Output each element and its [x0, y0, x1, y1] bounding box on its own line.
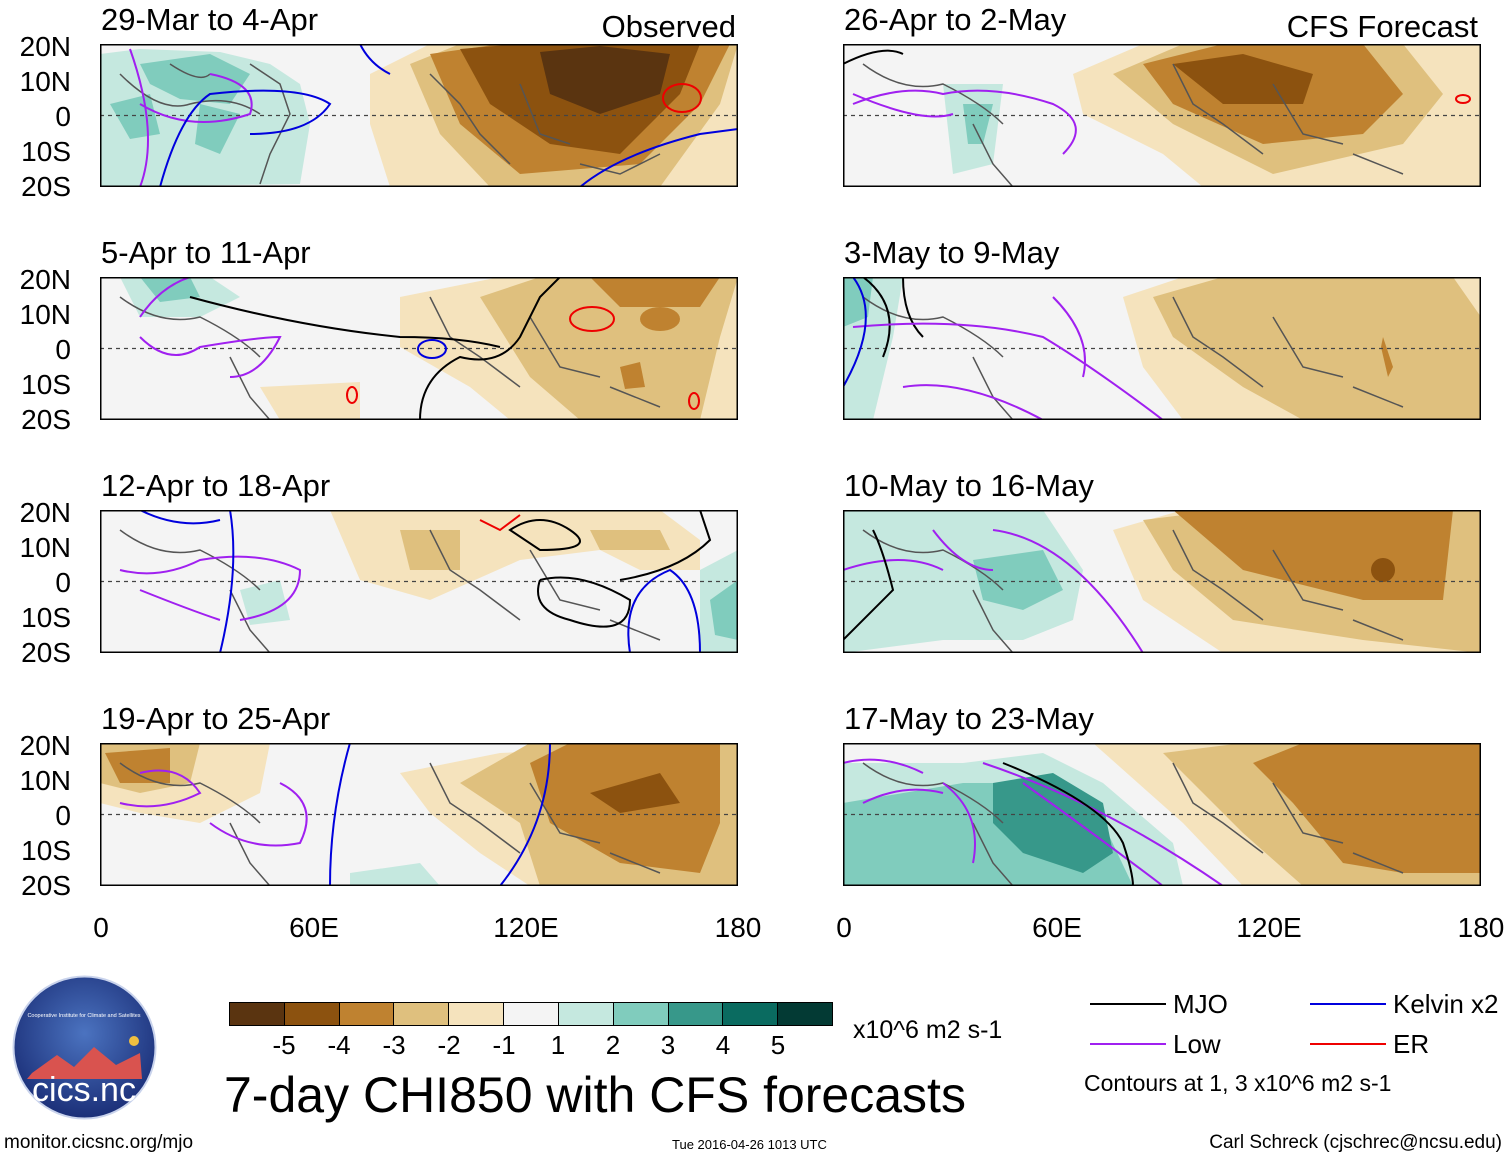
colorbar-swatch: [558, 1003, 614, 1025]
lat-label: 20N: [19, 730, 71, 761]
map-panel-left-1: [100, 44, 738, 187]
lat-label: 0: [55, 567, 71, 598]
lat-label: 10S: [21, 835, 71, 866]
panel-title-right-2: 3-May to 9-May: [844, 235, 1060, 270]
map-panel-left-2: [100, 277, 738, 420]
legend-label-er: ER: [1393, 1029, 1430, 1059]
colorbar-tick: 5: [770, 1030, 786, 1060]
panel-title-left-2: 5-Apr to 11-Apr: [101, 235, 311, 270]
colorbar-tick: 4: [715, 1030, 731, 1060]
panel-title-right-1: 26-Apr to 2-May: [844, 2, 1067, 37]
lon-label: 0: [93, 912, 109, 943]
colorbar-tick: -1: [492, 1030, 516, 1060]
colorbar-tick: 1: [550, 1030, 566, 1060]
lat-label: 0: [55, 101, 71, 132]
lat-label: 20N: [19, 31, 71, 62]
colorbar-tick: 3: [660, 1030, 676, 1060]
map-panel-right-4: [843, 743, 1481, 886]
map-panel-right-3: [843, 510, 1481, 653]
colorbar-swatch: [230, 1003, 285, 1025]
legend-line-kelvin: [1310, 1003, 1386, 1005]
lat-label: 10N: [19, 66, 71, 97]
contour-note: Contours at 1, 3 x10^6 m2 s-1: [1084, 1070, 1392, 1096]
legend-label-mjo: MJO: [1173, 989, 1228, 1019]
colorbar-tick: 2: [605, 1030, 621, 1060]
lat-label: 10S: [21, 602, 71, 633]
colorbar-swatch: [723, 1003, 779, 1025]
lon-label: 60E: [289, 912, 339, 943]
colorbar-tick: -4: [327, 1030, 351, 1060]
lat-label: 20S: [21, 637, 71, 668]
lat-label: 20S: [21, 171, 71, 202]
legend-line-mjo: [1090, 1003, 1166, 1005]
lat-label: 20N: [19, 497, 71, 528]
colorbar-swatch: [778, 1003, 832, 1025]
lat-label: 20S: [21, 404, 71, 435]
cfs-forecast-label: CFS Forecast: [1286, 9, 1478, 44]
lat-label: 10N: [19, 299, 71, 330]
lon-label: 180: [1457, 912, 1505, 943]
panel-title-right-4: 17-May to 23-May: [844, 701, 1094, 736]
colorbar-swatch: [449, 1003, 505, 1025]
lon-label: 0: [836, 912, 852, 943]
panel-title-left-3: 12-Apr to 18-Apr: [101, 468, 331, 503]
lat-label: 0: [55, 800, 71, 831]
colorbar-tick: -5: [272, 1030, 296, 1060]
lat-label: 10S: [21, 136, 71, 167]
lat-label: 20N: [19, 264, 71, 295]
main-title: 7-day CHI850 with CFS forecasts: [224, 1067, 966, 1123]
legend-line-er: [1310, 1043, 1386, 1045]
logo-ring-text: Cooperative Institute for Climate and Sa…: [27, 1013, 140, 1019]
colorbar-tick: -2: [437, 1030, 461, 1060]
panel-title-left-4: 19-Apr to 25-Apr: [101, 701, 331, 736]
legend-label-kelvin: Kelvin x2: [1393, 989, 1499, 1019]
colorbar-swatch: [613, 1003, 669, 1025]
colorbar-swatch: [668, 1003, 724, 1025]
colorbar-swatch: [394, 1003, 450, 1025]
map-panel-right-1: [843, 44, 1481, 187]
lon-label: 60E: [1032, 912, 1082, 943]
logo-text: cics.nc: [32, 1071, 136, 1109]
lon-label: 180: [714, 912, 762, 943]
lat-label: 10S: [21, 369, 71, 400]
colorbar: [229, 1002, 833, 1026]
lon-label: 120E: [1236, 912, 1302, 943]
legend-label-low: Low: [1173, 1029, 1221, 1059]
colorbar-units: x10^6 m2 s-1: [853, 1016, 1003, 1044]
lon-label: 120E: [493, 912, 559, 943]
colorbar-swatch: [504, 1003, 559, 1025]
footer-credit: Carl Schreck (cjschrec@ncsu.edu): [1209, 1132, 1502, 1153]
colorbar-tick: -3: [382, 1030, 406, 1060]
map-panel-left-4: [100, 743, 738, 886]
colorbar-swatch: [339, 1003, 395, 1025]
footer-timestamp: Tue 2016-04-26 1013 UTC: [672, 1137, 827, 1152]
map-panel-right-2: [843, 277, 1481, 420]
cics-logo: cics.nc Cooperative Institute for Climat…: [12, 975, 157, 1120]
footer-url: monitor.cicsnc.org/mjo: [4, 1132, 194, 1153]
lat-label: 20S: [21, 870, 71, 901]
lat-label: 10N: [19, 532, 71, 563]
legend-line-low: [1090, 1043, 1166, 1045]
lat-label: 0: [55, 334, 71, 365]
observed-label: Observed: [601, 9, 736, 44]
colorbar-swatch: [284, 1003, 340, 1025]
panel-title-right-3: 10-May to 16-May: [844, 468, 1094, 503]
map-panel-left-3: [100, 510, 738, 653]
panel-title-left-1: 29-Mar to 4-Apr: [101, 2, 319, 37]
lat-label: 10N: [19, 765, 71, 796]
